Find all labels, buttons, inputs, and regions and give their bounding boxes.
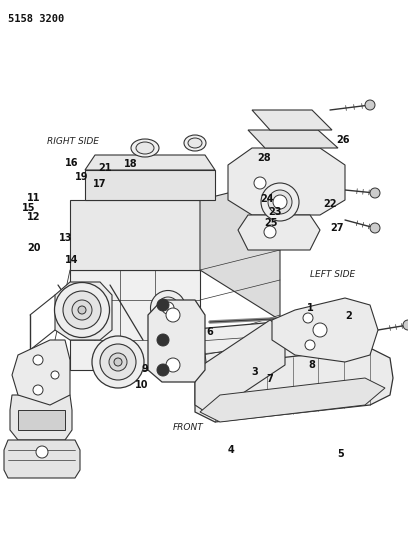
Circle shape — [36, 446, 48, 458]
Text: 13: 13 — [58, 233, 72, 243]
Text: LEFT SIDE: LEFT SIDE — [310, 270, 355, 279]
Polygon shape — [228, 148, 345, 215]
Ellipse shape — [109, 353, 127, 371]
Circle shape — [51, 371, 59, 379]
Text: 22: 22 — [324, 199, 337, 208]
Ellipse shape — [63, 291, 101, 329]
Text: 28: 28 — [257, 154, 271, 163]
Circle shape — [166, 358, 180, 372]
Polygon shape — [195, 348, 393, 422]
Ellipse shape — [136, 142, 154, 154]
Circle shape — [157, 334, 169, 346]
Text: RIGHT SIDE: RIGHT SIDE — [47, 137, 99, 146]
Polygon shape — [200, 180, 280, 320]
Text: 12: 12 — [27, 212, 40, 222]
Circle shape — [403, 320, 408, 330]
Ellipse shape — [55, 282, 109, 337]
Polygon shape — [238, 215, 320, 250]
Text: 26: 26 — [336, 135, 350, 144]
Text: 24: 24 — [260, 194, 274, 204]
Ellipse shape — [268, 190, 292, 214]
Text: 15: 15 — [22, 203, 35, 213]
Ellipse shape — [72, 300, 92, 320]
Text: 8: 8 — [309, 360, 315, 370]
Circle shape — [370, 188, 380, 198]
Text: 17: 17 — [93, 179, 107, 189]
Polygon shape — [252, 110, 332, 130]
Circle shape — [157, 299, 169, 311]
Circle shape — [365, 100, 375, 110]
Polygon shape — [4, 440, 80, 478]
Text: 2: 2 — [346, 311, 352, 320]
Polygon shape — [70, 270, 200, 370]
Text: 5: 5 — [337, 449, 344, 459]
Circle shape — [303, 313, 313, 323]
Polygon shape — [70, 200, 220, 270]
Ellipse shape — [151, 290, 186, 326]
Polygon shape — [85, 155, 215, 170]
Circle shape — [370, 223, 380, 233]
Ellipse shape — [114, 358, 122, 366]
Text: 14: 14 — [64, 255, 78, 264]
Text: 21: 21 — [98, 163, 112, 173]
Circle shape — [33, 385, 43, 395]
Ellipse shape — [157, 297, 179, 319]
Polygon shape — [272, 298, 378, 362]
Text: FRONT: FRONT — [172, 423, 203, 432]
Text: 3: 3 — [252, 367, 258, 376]
Text: 16: 16 — [64, 158, 78, 167]
Polygon shape — [248, 130, 338, 148]
Text: 20: 20 — [27, 243, 41, 253]
Ellipse shape — [100, 344, 136, 380]
Circle shape — [254, 177, 266, 189]
Ellipse shape — [188, 138, 202, 148]
Polygon shape — [10, 395, 72, 440]
Polygon shape — [85, 170, 215, 200]
Text: 10: 10 — [135, 380, 149, 390]
Circle shape — [264, 226, 276, 238]
Circle shape — [162, 302, 174, 314]
Polygon shape — [200, 378, 385, 422]
Text: 27: 27 — [330, 223, 344, 232]
Text: 19: 19 — [75, 172, 89, 182]
Polygon shape — [148, 300, 205, 382]
Text: 18: 18 — [124, 159, 137, 169]
Circle shape — [157, 364, 169, 376]
Text: 25: 25 — [264, 218, 278, 228]
Circle shape — [33, 355, 43, 365]
Polygon shape — [18, 410, 65, 430]
Text: 6: 6 — [207, 327, 213, 336]
Text: 23: 23 — [268, 207, 282, 217]
Circle shape — [166, 308, 180, 322]
Text: 9: 9 — [142, 364, 148, 374]
Polygon shape — [172, 315, 368, 372]
Circle shape — [305, 340, 315, 350]
Ellipse shape — [261, 183, 299, 221]
Text: 1: 1 — [307, 303, 313, 312]
Text: 4: 4 — [227, 446, 234, 455]
Ellipse shape — [184, 135, 206, 151]
Text: 11: 11 — [27, 193, 40, 203]
Text: 5158 3200: 5158 3200 — [8, 14, 64, 24]
Polygon shape — [12, 340, 70, 405]
Ellipse shape — [92, 336, 144, 388]
Ellipse shape — [131, 139, 159, 157]
Text: 7: 7 — [266, 375, 273, 384]
Circle shape — [273, 195, 287, 209]
Ellipse shape — [78, 306, 86, 314]
Circle shape — [313, 323, 327, 337]
Polygon shape — [195, 320, 285, 415]
Polygon shape — [55, 282, 112, 340]
